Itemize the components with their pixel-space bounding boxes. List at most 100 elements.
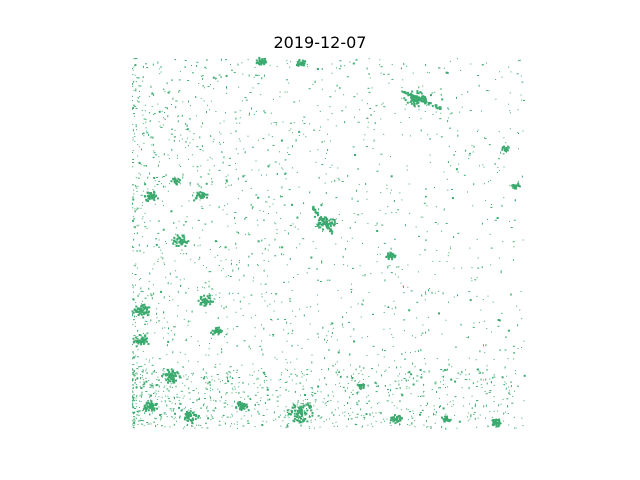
mask-pixel <box>387 255 390 258</box>
mask-pixel <box>247 232 249 234</box>
mask-pixel <box>132 402 134 405</box>
mask-pixel <box>521 347 523 348</box>
mask-pixel <box>210 84 211 86</box>
mask-pixel <box>182 241 185 244</box>
mask-pixel <box>188 118 191 120</box>
mask-pixel <box>375 412 377 414</box>
mask-pixel <box>298 420 301 423</box>
mask-pixel <box>513 246 515 248</box>
mask-pixel <box>306 408 307 410</box>
mask-pixel <box>281 301 283 303</box>
mask-pixel <box>403 91 406 94</box>
mask-pixel <box>290 61 292 63</box>
mask-pixel <box>218 326 220 329</box>
mask-pixel <box>490 264 492 266</box>
mask-pixel <box>292 223 294 225</box>
mask-pixel <box>180 166 181 167</box>
mask-pixel <box>213 410 215 412</box>
mask-pixel <box>306 420 309 423</box>
mask-pixel <box>180 183 181 185</box>
mask-pixel <box>176 396 179 398</box>
mask-pixel <box>520 291 522 292</box>
mask-pixel <box>173 326 176 328</box>
mask-pixel <box>509 220 510 222</box>
mask-pixel <box>242 175 245 178</box>
mask-pixel <box>513 358 515 360</box>
mask-pixel <box>402 79 404 81</box>
mask-pixel <box>351 380 353 382</box>
mask-pixel <box>490 381 492 384</box>
mask-pixel <box>322 219 325 222</box>
mask-pixel <box>153 407 156 410</box>
mask-pixel <box>500 403 502 405</box>
mask-pixel <box>427 316 429 318</box>
mask-pixel <box>454 396 457 398</box>
mask-pixel <box>148 306 151 309</box>
mask-pixel <box>178 241 181 244</box>
mask-pixel <box>138 146 140 148</box>
mask-pixel <box>175 403 177 405</box>
mask-pixel <box>182 235 184 238</box>
mask-pixel <box>196 146 199 148</box>
mask-pixel <box>522 239 524 241</box>
mask-pixel <box>243 340 246 342</box>
mask-pixel <box>163 205 164 207</box>
mask-pixel <box>255 404 256 407</box>
mask-pixel <box>261 61 264 64</box>
mask-pixel <box>157 103 159 105</box>
mask-pixel <box>200 165 202 167</box>
mask-pixel <box>210 387 211 389</box>
mask-pixel <box>421 294 423 297</box>
mask-pixel <box>421 332 424 334</box>
mask-pixel <box>358 387 361 390</box>
mask-pixel <box>148 287 150 290</box>
mask-pixel <box>184 408 186 410</box>
mask-pixel <box>318 176 320 179</box>
mask-pixel <box>461 106 463 108</box>
mask-pixel <box>485 344 487 347</box>
mask-pixel <box>210 414 212 416</box>
mask-pixel <box>417 97 419 100</box>
mask-pixel <box>132 272 133 274</box>
mask-pixel <box>387 388 389 390</box>
mask-pixel <box>373 416 375 418</box>
mask-pixel <box>504 366 506 369</box>
mask-pixel <box>132 407 134 409</box>
mask-pixel <box>364 274 366 276</box>
mask-pixel <box>240 418 242 420</box>
mask-pixel <box>335 384 337 386</box>
mask-pixel <box>211 294 213 296</box>
mask-pixel <box>435 106 438 109</box>
mask-pixel <box>405 92 408 95</box>
mask-pixel <box>178 292 180 293</box>
mask-pixel <box>170 368 173 371</box>
mask-pixel <box>141 304 144 307</box>
mask-pixel <box>337 401 339 403</box>
mask-pixel <box>148 192 151 195</box>
mask-pixel <box>451 197 454 200</box>
mask-pixel <box>238 392 240 394</box>
mask-pixel <box>517 348 519 349</box>
mask-pixel <box>142 369 144 372</box>
mask-pixel <box>429 102 432 105</box>
mask-pixel <box>306 409 309 412</box>
mask-pixel <box>390 253 393 256</box>
mask-pixel <box>389 255 392 257</box>
mask-pixel <box>290 373 293 375</box>
mask-pixel <box>495 98 497 100</box>
mask-pixel <box>193 133 195 135</box>
mask-pixel <box>197 219 200 221</box>
mask-pixel <box>173 423 175 426</box>
mask-pixel <box>282 121 284 123</box>
mask-pixel <box>230 416 232 418</box>
mask-pixel <box>327 223 330 225</box>
mask-pixel <box>160 382 162 384</box>
mask-pixel <box>344 65 346 67</box>
mask-pixel <box>360 387 362 390</box>
mask-pixel <box>337 425 338 427</box>
mask-pixel <box>171 79 173 81</box>
mask-pixel <box>198 83 200 84</box>
mask-pixel <box>485 417 486 419</box>
mask-pixel <box>445 71 448 74</box>
mask-pixel <box>158 239 160 241</box>
